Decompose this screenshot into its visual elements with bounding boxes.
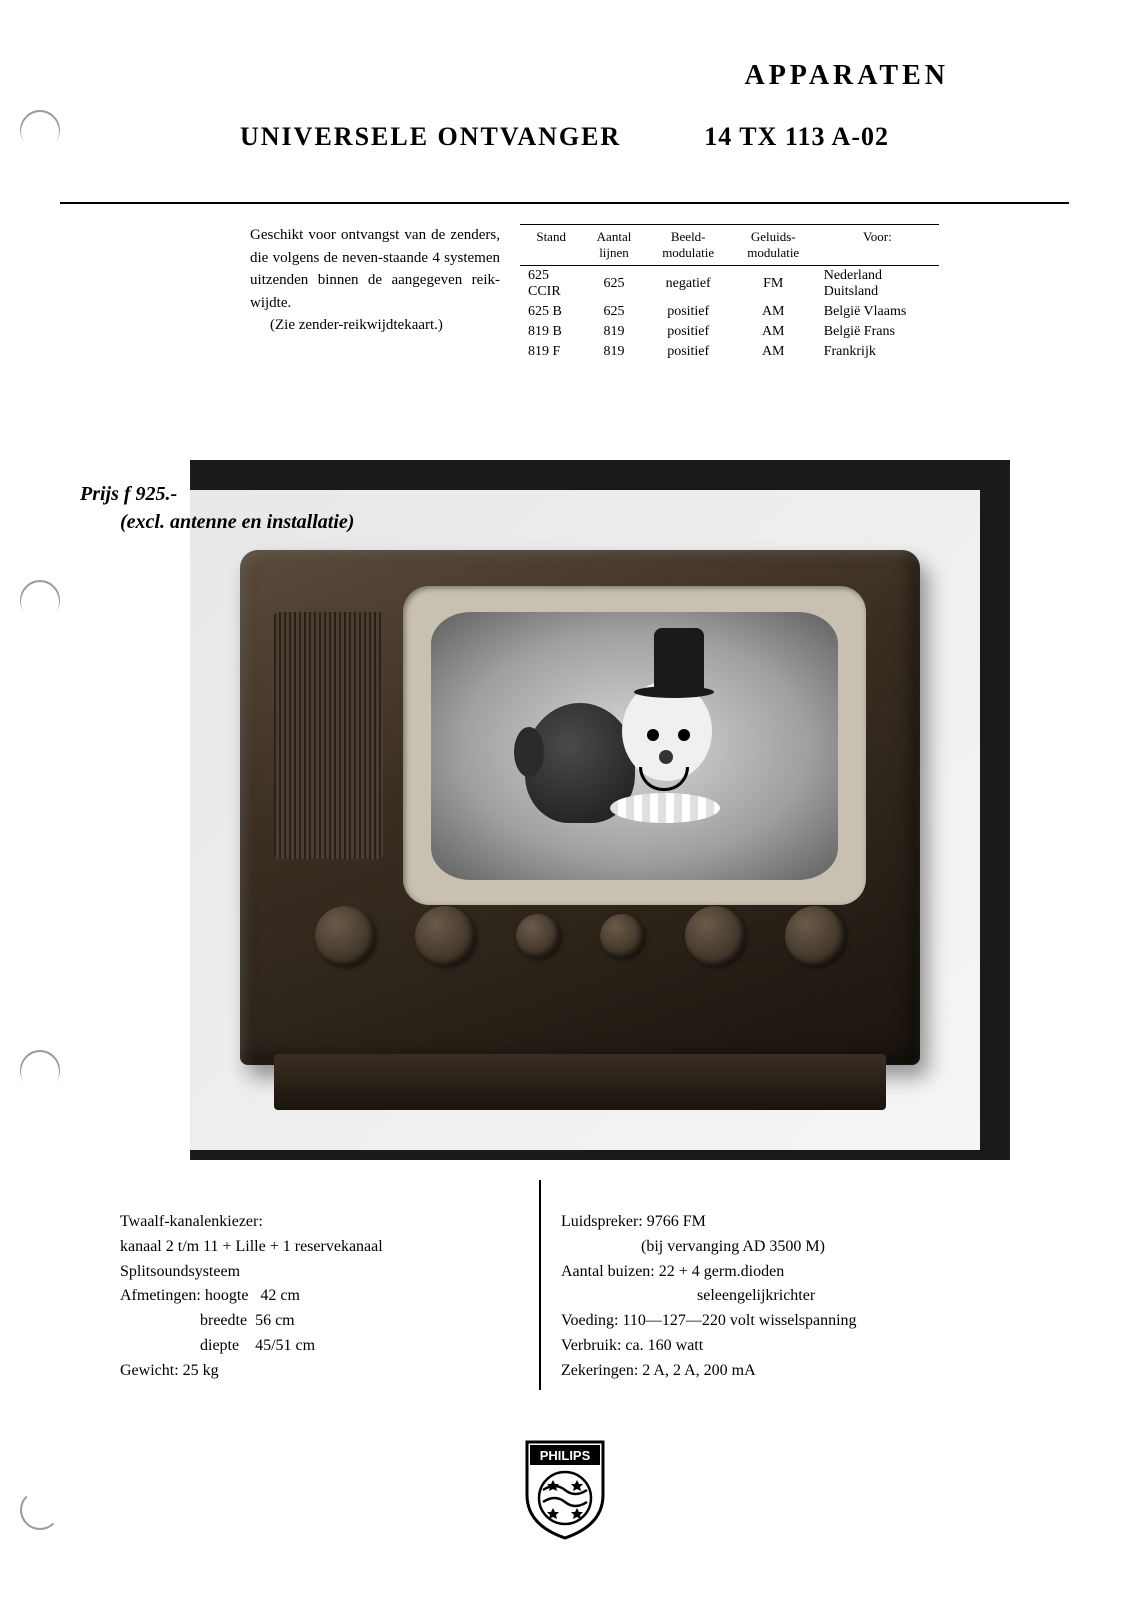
spec-line: Voeding: 110—127—220 volt wisselspanning [561, 1309, 960, 1334]
product-title: UNIVERSELE ONTVANGER [240, 122, 621, 152]
specifications: Twaalf-kanalenkiezer: kanaal 2 t/m 11 + … [100, 1210, 980, 1390]
page: APPARATEN UNIVERSELE ONTVANGER 14 TX 113… [0, 0, 1129, 1600]
cell: 625 B [520, 302, 582, 322]
cell: FM [731, 266, 816, 303]
th-stand: Stand [520, 225, 582, 266]
spec-line: Splitsoundsysteem [120, 1260, 519, 1285]
price-line1: Prijs f 925.- [80, 480, 354, 508]
title-row: UNIVERSELE ONTVANGER 14 TX 113 A-02 [60, 122, 1069, 152]
intro-and-table: Geschikt voor ontvangst van de zenders, … [60, 224, 1069, 362]
th-voor: Voor: [816, 225, 939, 266]
category-label: APPARATEN [60, 60, 949, 92]
cell: België Frans [816, 322, 939, 342]
header: APPARATEN UNIVERSELE ONTVANGER 14 TX 113… [60, 60, 1069, 204]
tv-screen [431, 612, 838, 880]
divider [60, 202, 1069, 204]
spec-line: Luidspreker: 9766 FM [561, 1210, 960, 1235]
table-row: 819 F 819 positief AM Frankrijk [520, 342, 939, 362]
tv-illustration [240, 550, 920, 1110]
brand-text: PHILIPS [539, 1448, 590, 1463]
spec-line: Afmetingen: hoogte 42 cm [120, 1284, 519, 1309]
philips-logo: PHILIPS [525, 1440, 605, 1545]
cell: AM [731, 342, 816, 362]
table-row: 819 B 819 positief AM België Frans [520, 322, 939, 342]
punch-hole [12, 1042, 69, 1099]
intro-text: Geschikt voor ontvangst van de zenders, … [250, 224, 500, 362]
spec-line: breedte 56 cm [120, 1309, 519, 1334]
cell: 819 B [520, 322, 582, 342]
control-knobs [294, 900, 865, 972]
cell: positief [646, 342, 731, 362]
shield-icon: PHILIPS [525, 1440, 605, 1540]
specs-left-column: Twaalf-kanalenkiezer: kanaal 2 t/m 11 + … [100, 1210, 539, 1390]
speaker-grille [274, 612, 383, 859]
cell: Frankrijk [816, 342, 939, 362]
cell: negatief [646, 266, 731, 303]
price-line2: (excl. antenne en installatie) [80, 508, 354, 536]
model-number: 14 TX 113 A-02 [704, 122, 889, 152]
spec-line: kanaal 2 t/m 11 + Lille + 1 reservekanaa… [120, 1235, 519, 1260]
cell: België Vlaams [816, 302, 939, 322]
cell: AM [731, 302, 816, 322]
spec-line: Aantal buizen: 22 + 4 germ.dioden [561, 1260, 960, 1285]
th-lijnen: Aantallijnen [582, 225, 645, 266]
spec-line: diepte 45/51 cm [120, 1334, 519, 1359]
spec-line: Zekeringen: 2 A, 2 A, 200 mA [561, 1359, 960, 1384]
spec-line: Twaalf-kanalenkiezer: [120, 1210, 519, 1235]
screen-content [431, 612, 838, 880]
price-block: Prijs f 925.- (excl. antenne en installa… [80, 480, 354, 536]
spec-line: (bij vervanging AD 3500 M) [561, 1235, 960, 1260]
table-row: 625 B 625 positief AM België Vlaams [520, 302, 939, 322]
knob-icon [785, 906, 845, 966]
tv-cabinet [240, 550, 920, 1065]
standards-table: Stand Aantallijnen Beeld-modulatie Gelui… [520, 224, 939, 362]
intro-paragraph: Geschikt voor ontvangst van de zenders, … [250, 227, 500, 311]
table-row: 625CCIR 625 negatief FM NederlandDuitsla… [520, 266, 939, 303]
knob-icon [415, 906, 475, 966]
cell: positief [646, 322, 731, 342]
tv-base [274, 1054, 886, 1110]
screen-image [512, 638, 756, 853]
cell: 625 [582, 302, 645, 322]
cell: positief [646, 302, 731, 322]
knob-icon [600, 914, 644, 958]
product-image-frame [190, 460, 1010, 1160]
spec-line: Verbruik: ca. 160 watt [561, 1334, 960, 1359]
spec-line: seleengelijkrichter [561, 1284, 960, 1309]
cell: 819 [582, 322, 645, 342]
spec-line: Gewicht: 25 kg [120, 1359, 519, 1384]
th-geluid: Geluids-modulatie [731, 225, 816, 266]
knob-icon [315, 906, 375, 966]
specs-right-column: Luidspreker: 9766 FM (bij vervanging AD … [541, 1210, 980, 1390]
cell: 819 F [520, 342, 582, 362]
intro-note: (Zie zender-reikwijdtekaart.) [250, 317, 443, 333]
cell: NederlandDuitsland [816, 266, 939, 303]
punch-hole [12, 572, 69, 629]
cell: 625 [582, 266, 645, 303]
cell: 625CCIR [520, 266, 582, 303]
cell: AM [731, 322, 816, 342]
screen-bezel [403, 586, 865, 905]
knob-icon [516, 914, 560, 958]
th-beeld: Beeld-modulatie [646, 225, 731, 266]
punch-hole [20, 1490, 60, 1530]
cell: 819 [582, 342, 645, 362]
knob-icon [685, 906, 745, 966]
